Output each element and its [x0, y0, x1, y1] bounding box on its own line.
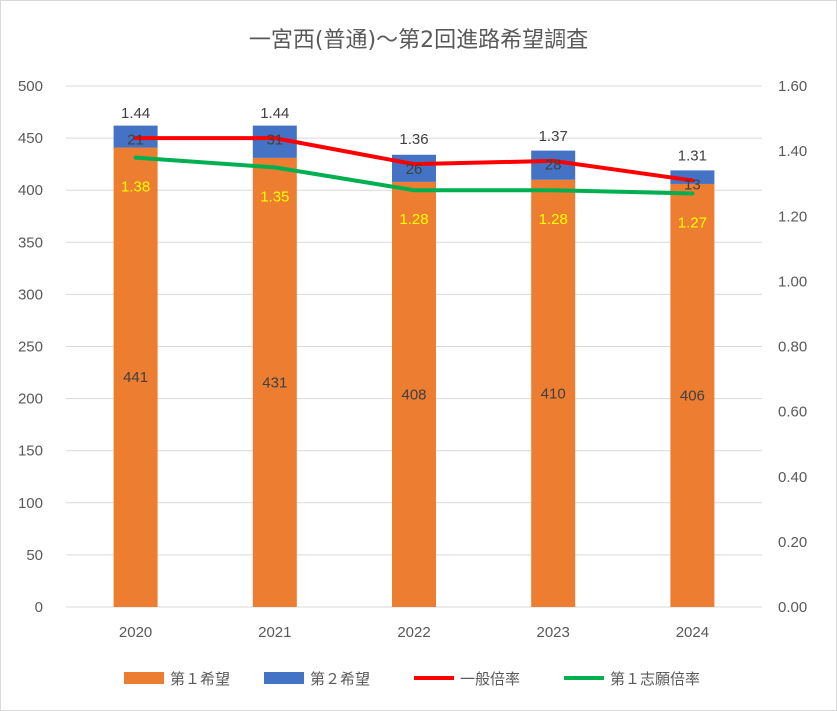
y-right-tick-label: 1.60	[778, 78, 807, 95]
y-left-tick-label: 50	[26, 547, 43, 564]
y-right-tick-label: 0.20	[778, 534, 807, 551]
y-left-tick-label: 200	[18, 391, 43, 408]
data-label-first-choice-ratio: 1.38	[121, 179, 150, 196]
bar-second-choice	[392, 154, 436, 182]
x-tick-label: 2021	[258, 624, 291, 641]
data-label-first-choice: 410	[541, 385, 566, 402]
y-left-tick-label: 500	[18, 78, 43, 95]
data-label-general-ratio: 1.36	[399, 131, 428, 148]
legend-label: 第１希望	[170, 670, 230, 688]
x-tick-label: 2024	[676, 624, 709, 641]
line-first-choice-ratio	[133, 155, 695, 196]
chart-legend: 第１希望 第２希望 一般倍率 第１志願倍率	[124, 670, 700, 688]
y-left-tick-label: 250	[18, 339, 43, 356]
y-right-tick-label: 0.80	[778, 339, 807, 356]
chart-title: 一宮西(普通)～第2回進路希望調査	[248, 28, 589, 53]
y-left-tick-label: 150	[18, 443, 43, 460]
data-label-first-choice-ratio: 1.35	[260, 188, 289, 205]
data-label-second-choice: 28	[545, 157, 562, 174]
y-left-tick-label: 450	[18, 130, 43, 147]
data-label-general-ratio: 1.44	[121, 105, 150, 122]
bar-first-choice	[113, 147, 158, 607]
data-label-first-choice-ratio: 1.28	[539, 211, 568, 228]
legend-label: 第２希望	[310, 670, 370, 688]
legend-label: 一般倍率	[460, 671, 520, 688]
data-label-general-ratio: 1.44	[260, 105, 289, 122]
legend-swatch	[264, 672, 304, 684]
bar-first-choice	[531, 179, 576, 607]
y-left-tick-label: 0	[35, 599, 43, 616]
data-label-first-choice-ratio: 1.27	[678, 214, 707, 231]
data-label-second-choice: 31	[266, 132, 283, 149]
data-label-general-ratio: 1.31	[678, 147, 707, 164]
data-label-first-choice: 406	[680, 387, 705, 404]
data-label-second-choice: 26	[406, 161, 423, 178]
y-left-tick-label: 100	[18, 495, 43, 512]
bar-first-choice	[252, 157, 297, 607]
data-label-general-ratio: 1.37	[539, 128, 568, 145]
bar-first-choice	[670, 183, 715, 607]
y-right-tick-label: 0.60	[778, 404, 807, 421]
y-left-tick-label: 400	[18, 182, 43, 199]
data-label-second-choice: 21	[127, 132, 144, 149]
y-left-tick-label: 300	[18, 286, 43, 303]
data-label-first-choice-ratio: 1.28	[399, 211, 428, 228]
x-tick-label: 2022	[397, 624, 430, 641]
x-tick-label: 2020	[119, 624, 152, 641]
y-right-tick-label: 0.40	[778, 469, 807, 486]
line-general-ratio	[133, 136, 695, 183]
bar-first-choice	[392, 181, 436, 607]
bar-second-choice	[531, 150, 576, 180]
data-label-first-choice: 431	[262, 374, 287, 391]
data-label-first-choice: 441	[123, 369, 148, 386]
legend-swatch	[124, 672, 164, 684]
data-label-second-choice: 13	[684, 176, 701, 193]
legend-label: 第１志願倍率	[610, 670, 700, 688]
y-right-tick-label: 0.00	[778, 599, 807, 616]
data-label-first-choice: 408	[401, 386, 426, 403]
x-tick-label: 2023	[537, 624, 570, 641]
y-right-tick-label: 1.20	[778, 208, 807, 225]
y-left-tick-label: 350	[18, 234, 43, 251]
y-right-tick-label: 1.40	[778, 143, 807, 160]
y-right-tick-label: 1.00	[778, 273, 807, 290]
